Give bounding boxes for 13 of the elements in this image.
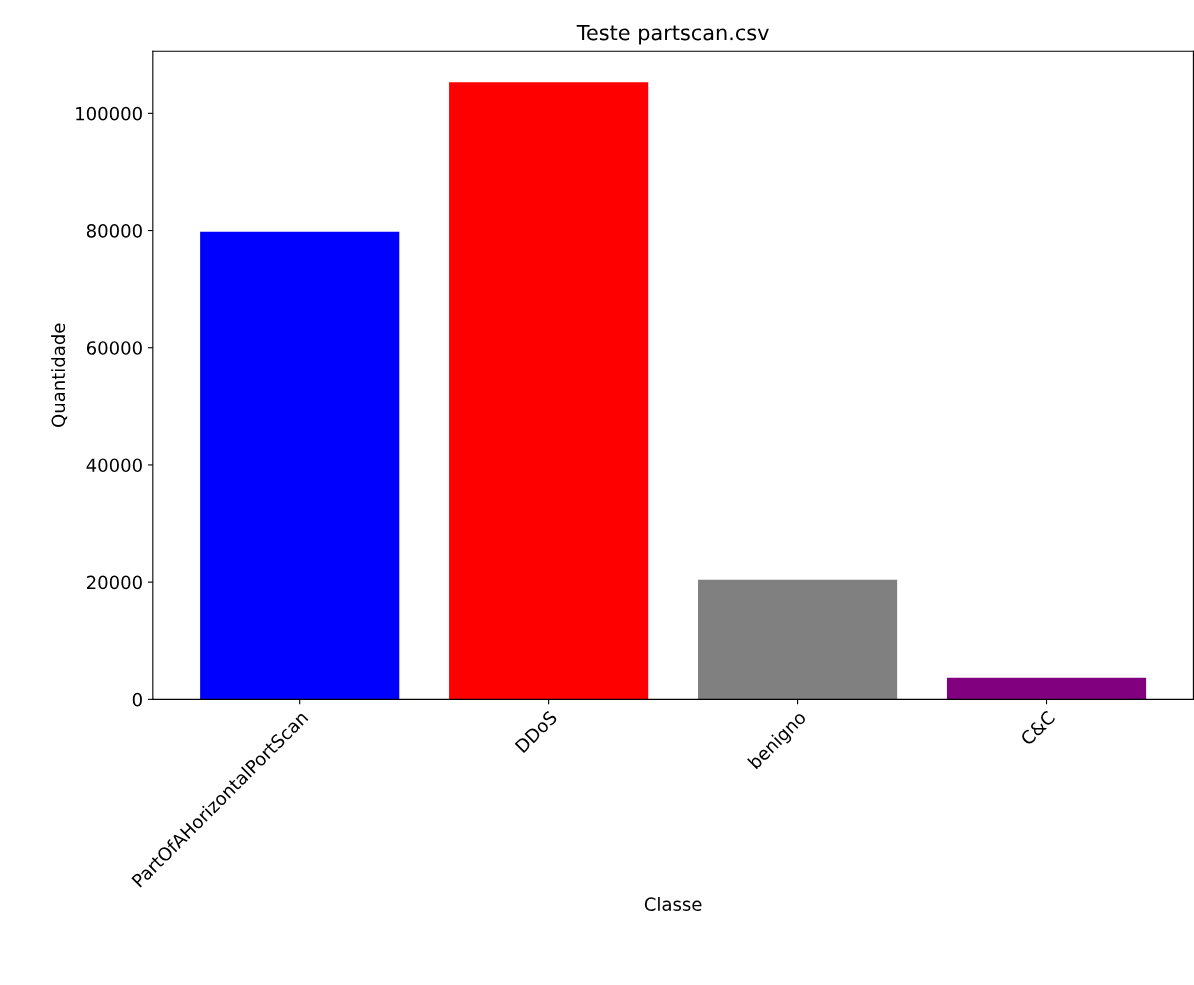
y-tick-label: 60000 [86,341,142,355]
y-tick-label: 40000 [86,458,142,473]
y-tick-label: 20000 [86,575,142,590]
y-tick-label: 100000 [76,106,142,121]
chart-title: Teste partscan.csv [576,24,769,45]
x-axis-title: Classe [644,896,702,911]
y-tick-label: 0 [132,692,142,707]
bar [698,579,898,700]
bar [449,82,649,700]
bar [946,677,1147,700]
y-axis-title: Quantidade [51,323,68,427]
bar [200,231,400,700]
y-tick-label: 80000 [86,224,142,238]
